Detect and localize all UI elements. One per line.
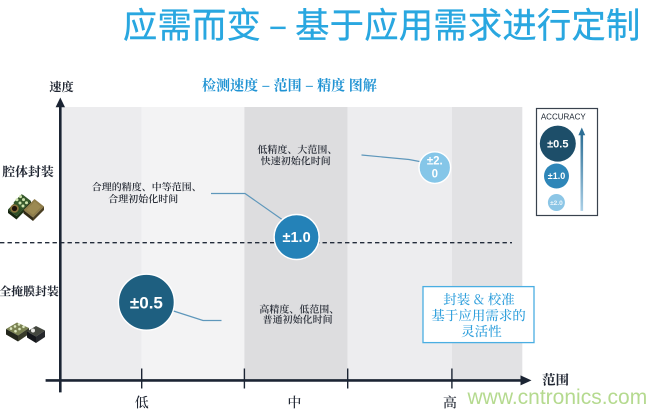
svg-text:0: 0 (432, 169, 438, 181)
svg-text:±2.: ±2. (427, 155, 443, 167)
svg-text:±0.5: ±0.5 (130, 293, 163, 312)
svg-text:www.cntronics.com: www.cntronics.com (467, 386, 648, 409)
svg-text:±1.0: ±1.0 (548, 171, 565, 181)
svg-text:±2.0: ±2.0 (550, 200, 563, 207)
svg-text:±1.0: ±1.0 (283, 230, 311, 246)
svg-text:±0.5: ±0.5 (547, 139, 568, 151)
svg-text:ACCURACY: ACCURACY (541, 113, 587, 122)
